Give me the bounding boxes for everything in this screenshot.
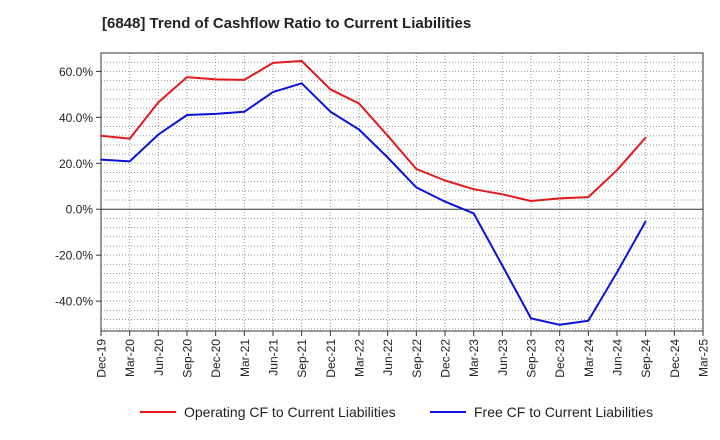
legend-label-free-cf: Free CF to Current Liabilities bbox=[474, 404, 653, 420]
data-point-operating-cf bbox=[616, 169, 618, 171]
data-point-free-cf bbox=[415, 186, 418, 189]
x-tick-label: Mar-23 bbox=[467, 339, 481, 377]
data-point-operating-cf bbox=[444, 179, 446, 182]
x-tick-label: Mar-21 bbox=[238, 339, 252, 377]
legend-label-operating-cf: Operating CF to Current Liabilities bbox=[184, 404, 396, 420]
x-tick-label: Jun-24 bbox=[611, 339, 625, 376]
data-point-operating-cf bbox=[358, 102, 360, 105]
x-tick-label: Mar-22 bbox=[353, 339, 367, 377]
x-tick-label: Mar-20 bbox=[123, 339, 137, 377]
data-point-operating-cf bbox=[186, 76, 188, 78]
series-layer bbox=[100, 60, 647, 326]
y-axis-ticks: 60.0% 40.0% 20.0% 0.0% -20.0% -40.0% bbox=[55, 65, 101, 309]
x-tick-label: Dec-20 bbox=[209, 339, 223, 378]
x-axis-ticks: Dec-19 Mar-20 Jun-20 Sep-20 Dec-20 Mar-21 Jun-… bbox=[95, 331, 711, 378]
legend-item-operating-cf: Operating CF to Current Liabilities bbox=[140, 404, 396, 420]
y-tick-label: -40.0% bbox=[55, 295, 93, 309]
x-tick-label: Sep-20 bbox=[181, 339, 195, 378]
x-tick-label: Dec-22 bbox=[439, 339, 453, 378]
data-point-free-cf bbox=[100, 158, 102, 161]
y-tick-label: -20.0% bbox=[55, 249, 93, 263]
y-tick-label: 40.0% bbox=[59, 111, 93, 125]
data-point-operating-cf bbox=[157, 101, 160, 104]
y-tick-label: 60.0% bbox=[59, 65, 93, 79]
x-tick-label: Sep-24 bbox=[639, 339, 653, 378]
data-point-operating-cf bbox=[272, 62, 274, 64]
data-point-free-cf bbox=[157, 133, 160, 136]
data-point-free-cf bbox=[300, 82, 303, 85]
data-point-free-cf bbox=[386, 156, 389, 159]
data-point-free-cf bbox=[214, 113, 217, 115]
data-point-operating-cf bbox=[386, 134, 389, 137]
legend-swatch-free-cf bbox=[430, 411, 466, 413]
x-tick-label: Dec-21 bbox=[324, 339, 338, 378]
plot-border bbox=[100, 52, 704, 332]
data-point-operating-cf bbox=[100, 134, 102, 137]
data-point-free-cf bbox=[444, 200, 446, 203]
data-point-free-cf bbox=[472, 212, 475, 215]
data-point-operating-cf bbox=[243, 79, 246, 81]
data-point-free-cf bbox=[616, 271, 618, 274]
legend-item-free-cf: Free CF to Current Liabilities bbox=[430, 404, 653, 420]
data-point-free-cf bbox=[358, 128, 360, 131]
data-point-free-cf bbox=[186, 114, 188, 116]
data-point-operating-cf bbox=[558, 197, 561, 200]
data-point-operating-cf bbox=[214, 78, 217, 81]
data-point-free-cf bbox=[243, 111, 246, 113]
legend: Operating CF to Current Liabilities Free… bbox=[0, 404, 720, 424]
x-tick-label: Sep-21 bbox=[295, 339, 309, 378]
x-tick-label: Jun-22 bbox=[381, 339, 395, 376]
data-point-operating-cf bbox=[128, 137, 131, 140]
data-point-free-cf bbox=[644, 220, 647, 222]
data-point-free-cf bbox=[272, 91, 274, 93]
plot-frame bbox=[100, 52, 704, 332]
x-tick-label: Jun-20 bbox=[152, 339, 166, 376]
y-tick-label: 20.0% bbox=[59, 157, 93, 171]
data-point-operating-cf bbox=[415, 168, 418, 170]
x-tick-label: Dec-19 bbox=[95, 339, 109, 378]
x-tick-label: Sep-23 bbox=[525, 339, 539, 378]
x-tick-label: Dec-24 bbox=[668, 339, 682, 378]
x-tick-label: Mar-24 bbox=[582, 339, 596, 377]
data-point-operating-cf bbox=[501, 193, 504, 196]
data-point-operating-cf bbox=[530, 200, 532, 202]
data-point-free-cf bbox=[587, 319, 590, 322]
series-line-free-cf bbox=[100, 82, 647, 326]
chart-title: [6848] Trend of Cashflow Ratio to Curren… bbox=[102, 15, 472, 32]
data-point-free-cf bbox=[558, 323, 561, 326]
data-point-operating-cf bbox=[300, 60, 303, 62]
x-tick-label: Sep-22 bbox=[410, 339, 424, 378]
series-line-operating-cf bbox=[100, 60, 647, 202]
data-point-free-cf bbox=[501, 264, 504, 267]
grid bbox=[101, 52, 703, 331]
data-point-operating-cf bbox=[644, 136, 647, 139]
x-tick-label: Dec-23 bbox=[553, 339, 567, 378]
data-point-free-cf bbox=[329, 110, 332, 113]
data-point-free-cf bbox=[530, 317, 532, 320]
y-tick-label: 0.0% bbox=[66, 203, 94, 217]
data-point-operating-cf bbox=[587, 196, 590, 198]
data-point-operating-cf bbox=[472, 188, 475, 191]
x-tick-label: Jun-21 bbox=[267, 339, 281, 376]
x-tick-label: Jun-23 bbox=[496, 339, 510, 376]
x-tick-label: Mar-25 bbox=[697, 339, 711, 377]
data-point-operating-cf bbox=[329, 88, 332, 91]
data-point-free-cf bbox=[128, 160, 131, 163]
legend-swatch-operating-cf bbox=[140, 411, 176, 413]
